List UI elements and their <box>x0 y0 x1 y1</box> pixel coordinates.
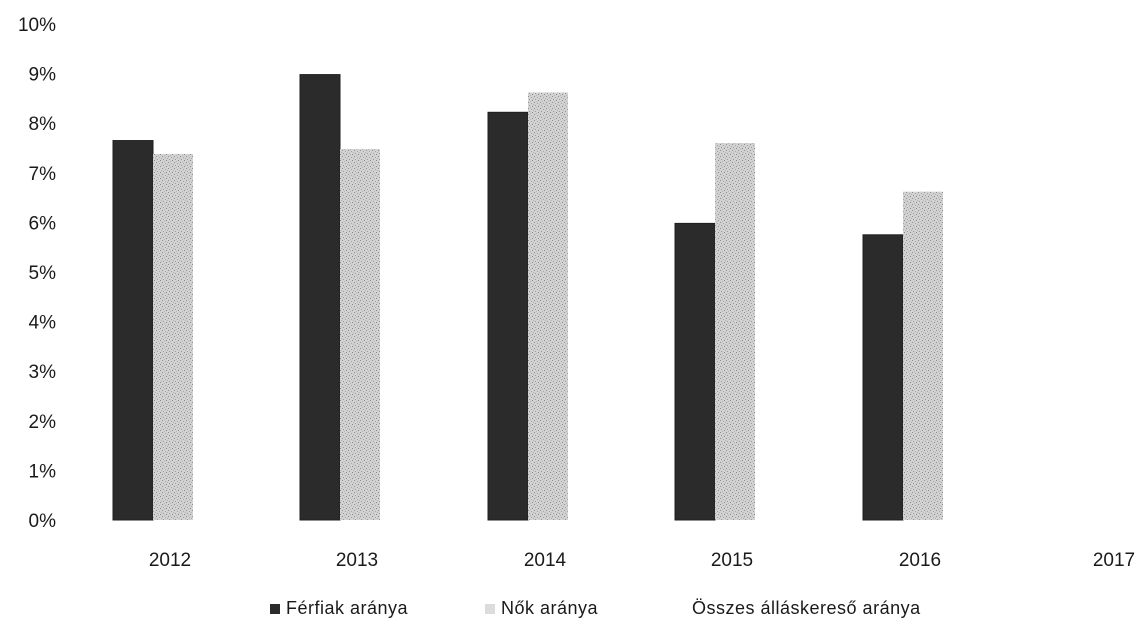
y-tick-label: 7% <box>29 164 57 185</box>
bar-ferfiak-2012 <box>112 140 154 521</box>
bars <box>112 74 943 521</box>
legend-swatch <box>485 604 495 614</box>
x-tick-label: 2017 <box>1093 550 1135 571</box>
legend-label: Férfiak aránya <box>286 598 409 618</box>
y-tick-label: 6% <box>29 213 57 234</box>
legend-label: Összes álláskereső aránya <box>692 598 921 618</box>
legend: Férfiak aránya Nők aránya Összes álláskere… <box>270 598 921 618</box>
y-tick-label: 9% <box>29 65 57 86</box>
y-axis: 0% 1% 2% 3% 4% 5% 6% 7% 8% 9% 10% <box>18 15 56 532</box>
y-tick-label: 5% <box>29 263 57 284</box>
x-tick-label: 2012 <box>149 550 191 571</box>
y-tick-label: 10% <box>18 15 56 36</box>
x-tick-label: 2015 <box>711 550 753 571</box>
x-tick-label: 2014 <box>524 550 567 571</box>
bar-ferfiak-2013 <box>299 74 341 521</box>
x-axis: 2012 2013 2014 2015 2016 2017 <box>149 550 1135 571</box>
y-tick-label: 2% <box>29 412 57 433</box>
y-tick-label: 1% <box>29 461 57 482</box>
y-tick-label: 3% <box>29 362 57 383</box>
bar-nok-2016 <box>903 191 943 520</box>
bar-ferfiak-2015 <box>674 222 716 521</box>
bar-nok-2012 <box>153 153 193 520</box>
bar-nok-2013 <box>340 148 380 520</box>
bar-ferfiak-2016 <box>862 234 904 521</box>
bar-nok-2015 <box>715 143 755 521</box>
bar-nok-2014 <box>528 92 568 520</box>
x-tick-label: 2016 <box>899 550 941 571</box>
y-tick-label: 0% <box>29 511 57 532</box>
legend-label: Nők aránya <box>501 598 599 618</box>
x-tick-label: 2013 <box>336 550 378 571</box>
y-tick-label: 8% <box>29 114 57 135</box>
legend-swatch <box>270 604 280 614</box>
y-tick-label: 4% <box>29 313 57 334</box>
bar-ferfiak-2014 <box>487 111 529 521</box>
